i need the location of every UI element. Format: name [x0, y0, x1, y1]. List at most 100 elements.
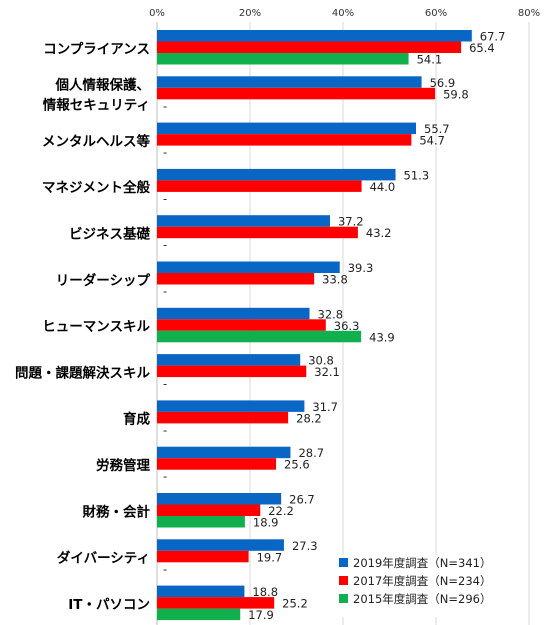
x-tick-label: 40%	[332, 8, 354, 19]
value-label: 25.2	[282, 597, 308, 611]
x-tick-label: 80%	[518, 8, 540, 19]
category-label: 問題・課題解決スキル	[15, 364, 150, 381]
value-label: 37.2	[338, 215, 364, 229]
legend-box	[330, 555, 526, 617]
missing-value-label: -	[163, 423, 167, 437]
missing-value-label: -	[163, 469, 167, 483]
value-label: 27.3	[292, 539, 318, 553]
category-label: ビジネス基礎	[69, 225, 150, 242]
missing-value-label: -	[163, 238, 167, 252]
legend-swatch	[339, 558, 348, 567]
value-label: 54.1	[417, 53, 443, 67]
bar	[157, 226, 358, 239]
value-label: 32.8	[318, 307, 344, 321]
value-label: 44.0	[370, 180, 396, 194]
bar	[157, 53, 409, 65]
bar	[157, 504, 261, 516]
value-label: 19.7	[257, 550, 283, 564]
bar	[157, 330, 362, 343]
category-label: 財務・会計	[82, 503, 151, 520]
category-label: ダイバーシティ	[57, 550, 150, 567]
value-label: 28.2	[296, 411, 322, 425]
missing-value-label: -	[163, 284, 167, 298]
bar	[157, 168, 396, 181]
value-label: 51.3	[404, 168, 430, 182]
bar	[157, 307, 310, 320]
bar	[157, 493, 282, 505]
category-labels: コンプライアンス個人情報保護、情報セキュリティメンタルヘルス等マネジメント全般ビ…	[15, 41, 150, 613]
value-label: 43.9	[369, 330, 395, 344]
missing-value-label: -	[163, 99, 167, 113]
bar	[157, 319, 326, 331]
bar	[157, 585, 245, 598]
value-label: 39.3	[348, 261, 374, 275]
category-label: 個人情報保護、	[55, 77, 151, 94]
bar	[157, 458, 277, 470]
bar	[157, 365, 307, 378]
legend-label: 2017年度調査（N=234）	[353, 574, 491, 588]
value-label: 36.3	[334, 319, 360, 333]
value-label: 43.2	[366, 226, 392, 240]
value-label: 25.6	[284, 458, 310, 472]
bar	[157, 550, 249, 563]
x-tick-label: 20%	[239, 8, 261, 19]
category-label: リーダーシップ	[56, 272, 151, 289]
value-label: 22.2	[268, 504, 294, 518]
bar	[157, 608, 241, 621]
bar	[157, 446, 291, 459]
x-axis-ticks: 0% 20% 40% 60% 80%	[149, 8, 540, 19]
value-label: 31.7	[312, 400, 338, 414]
value-label: 54.7	[419, 134, 445, 148]
category-label: 育成	[123, 411, 150, 428]
missing-value-label: -	[163, 377, 167, 391]
value-label: 32.1	[314, 365, 340, 379]
legend-swatch	[339, 576, 348, 585]
value-label: 30.8	[308, 354, 334, 368]
category-label: メンタルヘルス等	[42, 133, 150, 150]
value-label: 59.8	[443, 87, 469, 101]
x-tick-label: 0%	[149, 8, 165, 19]
value-label: 55.7	[424, 122, 450, 136]
bar	[157, 76, 422, 88]
bar	[157, 400, 305, 412]
bar	[157, 516, 245, 528]
category-label: コンプライアンス	[43, 41, 150, 57]
bar	[157, 597, 275, 609]
missing-value-label: -	[163, 191, 167, 205]
value-label: 17.9	[248, 608, 274, 622]
x-tick-label: 60%	[425, 8, 447, 19]
bar	[157, 354, 301, 366]
value-label: 28.7	[298, 446, 324, 460]
legend-label: 2019年度調査（N=341）	[353, 556, 491, 570]
missing-value-label: -	[163, 145, 167, 159]
bar	[157, 87, 436, 100]
legend: 2019年度調査（N=341） 2017年度調査（N=234） 2015年度調査（N…	[330, 555, 526, 617]
value-label: 67.7	[480, 30, 506, 44]
bar	[157, 539, 284, 551]
bar	[157, 180, 362, 192]
category-label: ヒューマンスキル	[42, 319, 150, 335]
bar	[157, 41, 462, 53]
bar	[157, 215, 330, 227]
bars	[157, 30, 472, 621]
bar	[157, 273, 315, 285]
bar	[157, 261, 340, 273]
legend-label: 2015年度調査（N=296）	[353, 592, 491, 606]
category-label: マネジメント全般	[42, 179, 150, 196]
bar	[157, 30, 472, 42]
category-label: IT・パソコン	[68, 597, 150, 613]
value-label: 26.7	[289, 493, 315, 507]
value-label: 18.9	[253, 516, 279, 530]
bar	[157, 134, 412, 146]
value-label: 33.8	[322, 273, 348, 287]
bar	[157, 122, 417, 135]
category-label: 労務管理	[96, 457, 150, 474]
value-labels: 67.765.4 54.1 56.959.8 - 55.754.7 - 51.3 44.0 - 3…	[163, 30, 505, 623]
value-label: 65.4	[469, 41, 495, 55]
value-label: 56.9	[430, 76, 456, 90]
legend-swatch	[339, 594, 348, 603]
category-label: 情報セキュリティ	[43, 97, 150, 114]
bar	[157, 411, 289, 424]
missing-value-label: -	[163, 562, 167, 576]
